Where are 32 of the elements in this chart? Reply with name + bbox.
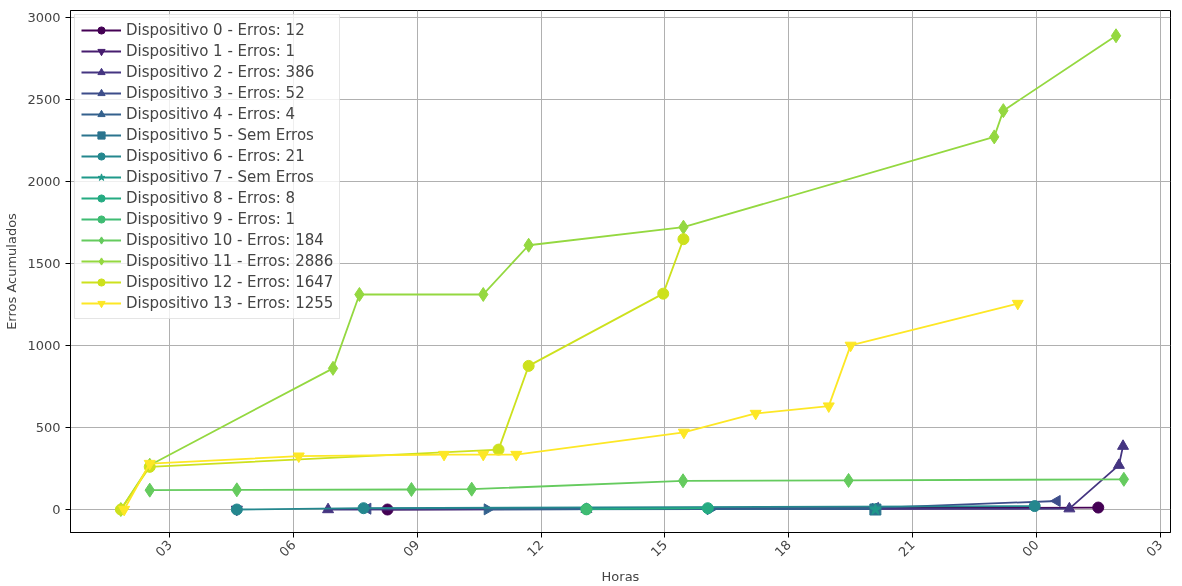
legend-label: Dispositivo 8 - Erros: 8 bbox=[126, 189, 296, 207]
y-tick-label: 0 bbox=[52, 502, 61, 518]
legend-label: Dispositivo 3 - Erros: 52 bbox=[126, 84, 305, 102]
x-tick-label: 00 bbox=[1019, 537, 1042, 560]
legend-label: Dispositivo 1 - Erros: 1 bbox=[126, 42, 296, 60]
y-tick-label: 1500 bbox=[27, 255, 61, 271]
y-tick-label: 500 bbox=[35, 419, 61, 435]
legend-label: Dispositivo 9 - Erros: 1 bbox=[126, 210, 296, 228]
x-tick-label: 06 bbox=[276, 537, 299, 560]
y-tick-label: 2500 bbox=[27, 91, 61, 107]
legend-label: Dispositivo 5 - Sem Erros bbox=[126, 126, 314, 144]
x-tick-label: 21 bbox=[895, 537, 918, 560]
x-tick-label: 18 bbox=[771, 537, 795, 560]
legend-label: Dispositivo 7 - Sem Erros bbox=[126, 168, 314, 186]
legend-label: Dispositivo 2 - Erros: 386 bbox=[126, 63, 315, 81]
legend-label: Dispositivo 11 - Erros: 2886 bbox=[126, 252, 334, 270]
legend-label: Dispositivo 6 - Erros: 21 bbox=[126, 147, 305, 165]
y-axis-title: Erros Acumulados bbox=[4, 212, 20, 330]
x-axis-title: Horas bbox=[601, 568, 640, 584]
x-tick-label: 15 bbox=[647, 537, 671, 560]
legend-label: Dispositivo 0 - Erros: 12 bbox=[126, 21, 305, 39]
x-tick-label: 12 bbox=[524, 537, 547, 560]
legend-label: Dispositivo 10 - Erros: 184 bbox=[126, 231, 324, 249]
legend-label: Dispositivo 12 - Erros: 1647 bbox=[126, 273, 334, 291]
x-tick-label: 03 bbox=[152, 537, 175, 560]
x-tick-label: 03 bbox=[1143, 537, 1166, 560]
y-tick-label: 1000 bbox=[27, 337, 61, 353]
y-tick-label: 3000 bbox=[27, 9, 61, 25]
y-tick-label: 2000 bbox=[27, 173, 61, 189]
legend-label: Dispositivo 4 - Erros: 4 bbox=[126, 105, 296, 123]
x-tick-label: 09 bbox=[400, 537, 423, 560]
legend-label: Dispositivo 13 - Erros: 1255 bbox=[126, 294, 334, 312]
